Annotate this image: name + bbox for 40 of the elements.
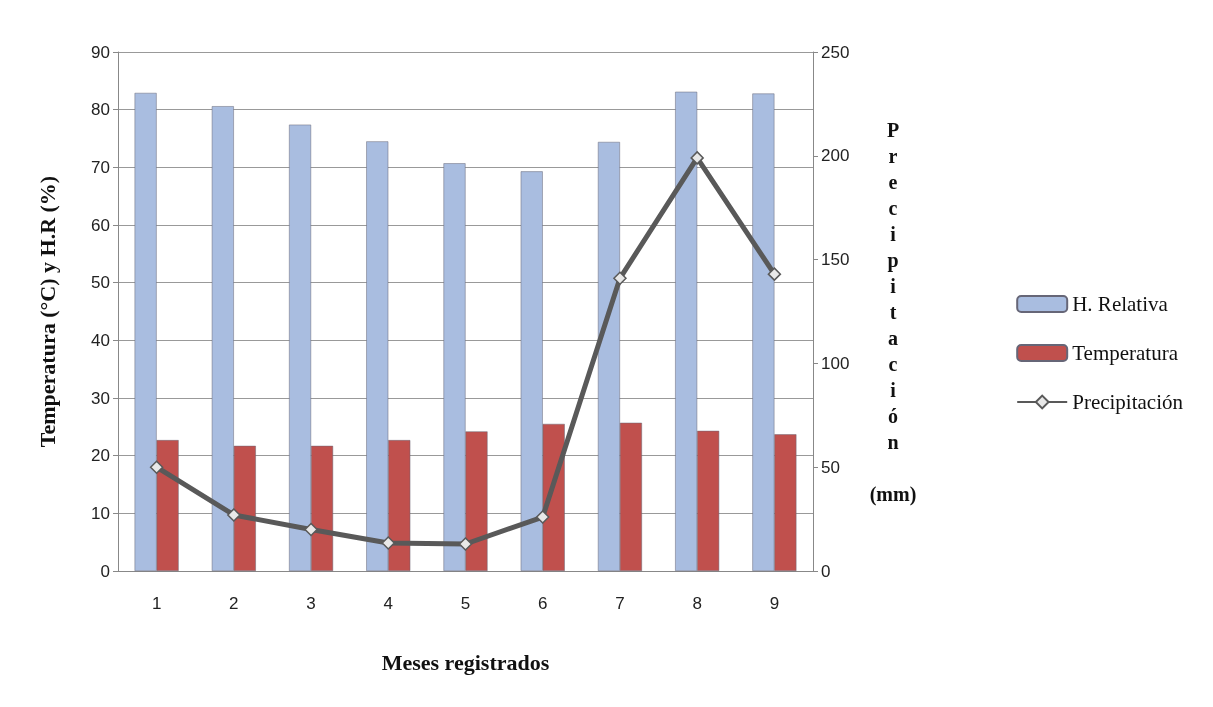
y2-tick-label: 0 [821, 561, 831, 581]
y-tick-label: 90 [91, 42, 110, 62]
x-tick-label: 9 [769, 594, 780, 613]
point [613, 271, 627, 286]
point [304, 522, 318, 537]
y-tick-label: 10 [91, 503, 110, 523]
x-tick-label: 1 [151, 594, 162, 613]
point [381, 536, 396, 550]
x-tick-label: 5 [460, 594, 471, 613]
y-tick-label: 0 [100, 561, 110, 581]
text: Precipitación (mm) [869, 118, 917, 505]
x-tick-label: 2 [229, 594, 239, 613]
x-tick-label: 4 [383, 594, 394, 613]
y-tick-label: 30 [91, 388, 110, 408]
point [149, 460, 164, 474]
y-tick-label: 40 [91, 330, 110, 350]
y2-tick-label: 200 [821, 146, 850, 166]
point [767, 267, 782, 281]
point [535, 510, 550, 524]
y-tick-label: 70 [91, 157, 110, 177]
x-tick-label: 3 [306, 594, 316, 613]
y-tick-label: 20 [91, 446, 110, 466]
y2-tick-label: 100 [821, 353, 850, 373]
y2-tick-label: 50 [821, 457, 840, 477]
legend-label: H. Relativa [1072, 292, 1169, 316]
y2-tick-label: 150 [821, 250, 850, 270]
y2-tick-label: 250 [821, 42, 850, 62]
y-tick-label: 50 [91, 273, 110, 293]
point [690, 151, 704, 165]
legend-label: Temperatura [1072, 341, 1179, 365]
y-tick-label: 60 [91, 215, 110, 235]
x-axis-title: Meses registrados [381, 649, 550, 675]
x-tick-label: 6 [537, 594, 548, 613]
x-tick-label: 7 [615, 594, 625, 613]
x-tick-label: 8 [692, 594, 702, 613]
point [458, 537, 473, 551]
y-axis-title: Temperatura (°C) y H.R (%) [34, 175, 60, 448]
y-tick-label: 80 [91, 100, 110, 120]
legend-label: Precipitación [1072, 390, 1184, 414]
point [227, 508, 241, 522]
